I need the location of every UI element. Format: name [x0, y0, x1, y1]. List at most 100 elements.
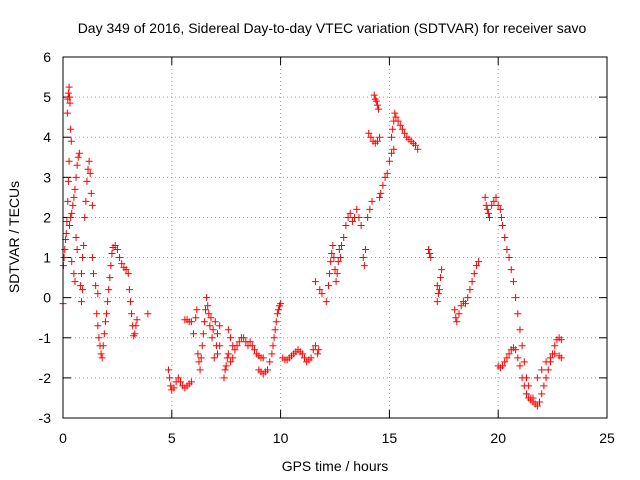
data-point: [196, 366, 204, 374]
data-point: [220, 374, 228, 382]
data-point: [520, 358, 528, 366]
data-point: [79, 254, 87, 262]
data-point: [80, 242, 88, 250]
data-point: [375, 105, 383, 113]
data-point: [434, 290, 442, 298]
data-point: [211, 318, 219, 326]
data-point: [546, 354, 554, 362]
data-point: [187, 318, 195, 326]
data-point: [208, 334, 216, 342]
data-point: [165, 366, 173, 374]
y-tick-label: 2: [43, 209, 51, 225]
data-point: [100, 330, 108, 338]
data-point: [538, 390, 546, 398]
data-point: [516, 326, 524, 334]
data-point: [383, 169, 391, 177]
data-point: [452, 314, 460, 322]
y-tick-label: 4: [43, 129, 51, 145]
y-tick-label: 5: [43, 89, 51, 105]
data-point: [298, 350, 306, 358]
data-point: [229, 354, 237, 362]
data-point: [61, 246, 69, 254]
data-point: [357, 221, 365, 229]
data-point: [187, 378, 195, 386]
data-point: [377, 189, 385, 197]
y-tick-label: 6: [43, 49, 51, 65]
data-point: [483, 205, 491, 213]
data-point: [398, 125, 406, 133]
data-point: [200, 318, 208, 326]
data-point: [198, 342, 206, 350]
data-point: [499, 221, 507, 229]
data-point: [229, 342, 237, 350]
data-point: [333, 270, 341, 278]
data-point: [270, 334, 278, 342]
data-point: [106, 274, 114, 282]
data-point: [355, 213, 363, 221]
data-point: [426, 250, 434, 258]
data-point: [370, 91, 378, 99]
y-tick-label: 1: [43, 250, 51, 266]
data-point: [373, 137, 381, 145]
data-point: [213, 330, 221, 338]
data-point: [269, 342, 277, 350]
data-point: [501, 358, 509, 366]
data-point: [435, 286, 443, 294]
data-point: [82, 197, 90, 205]
chart-title: Day 349 of 2016, Sidereal Day-to-day VTE…: [78, 20, 587, 36]
data-point: [204, 302, 212, 310]
data-point: [365, 129, 373, 137]
data-point: [271, 326, 279, 334]
data-point: [342, 221, 350, 229]
x-tick-label: 20: [490, 430, 506, 446]
y-axis-label: SDTVAR / TECUs: [6, 181, 22, 293]
y-tick-label: 0: [43, 290, 51, 306]
y-tick-label: -2: [39, 370, 52, 386]
data-point: [73, 246, 81, 254]
data-point: [557, 354, 565, 362]
data-point: [213, 350, 221, 358]
data-point: [131, 330, 139, 338]
data-point: [457, 302, 465, 310]
data-point: [224, 350, 232, 358]
data-point: [66, 93, 74, 101]
data-point: [124, 270, 132, 278]
data-point: [512, 346, 520, 354]
data-point: [63, 109, 71, 117]
data-point: [222, 362, 230, 370]
data-point: [67, 125, 75, 133]
y-tick-labels: -3 -2 -1 0 1 2 3 4 5 6: [39, 49, 52, 426]
data-point: [192, 314, 200, 322]
data-point: [433, 282, 441, 290]
data-point: [522, 390, 530, 398]
data-point: [542, 358, 550, 366]
data-point: [401, 129, 409, 137]
data-point: [71, 185, 79, 193]
data-point: [516, 362, 524, 370]
data-point: [277, 300, 285, 308]
data-point: [72, 234, 80, 241]
data-point: [316, 286, 324, 294]
data-point: [69, 201, 77, 209]
data-point: [64, 177, 72, 185]
data-point: [216, 322, 224, 330]
data-point: [514, 354, 522, 362]
data-point: [367, 133, 375, 141]
data-point: [464, 294, 472, 302]
data-point: [197, 354, 205, 362]
data-point: [206, 322, 214, 330]
data-point: [207, 314, 215, 322]
data-point: [551, 342, 559, 350]
data-point: [209, 326, 217, 334]
data-point: [391, 109, 399, 117]
data-point: [338, 242, 346, 250]
data-point: [322, 298, 330, 306]
data-point: [492, 193, 500, 201]
axis-ticks: [62, 56, 608, 419]
data-point: [348, 217, 356, 225]
data-point: [83, 177, 91, 185]
data-point: [346, 209, 354, 217]
data-point: [389, 125, 397, 133]
data-point: [376, 193, 384, 201]
data-point: [68, 258, 76, 266]
